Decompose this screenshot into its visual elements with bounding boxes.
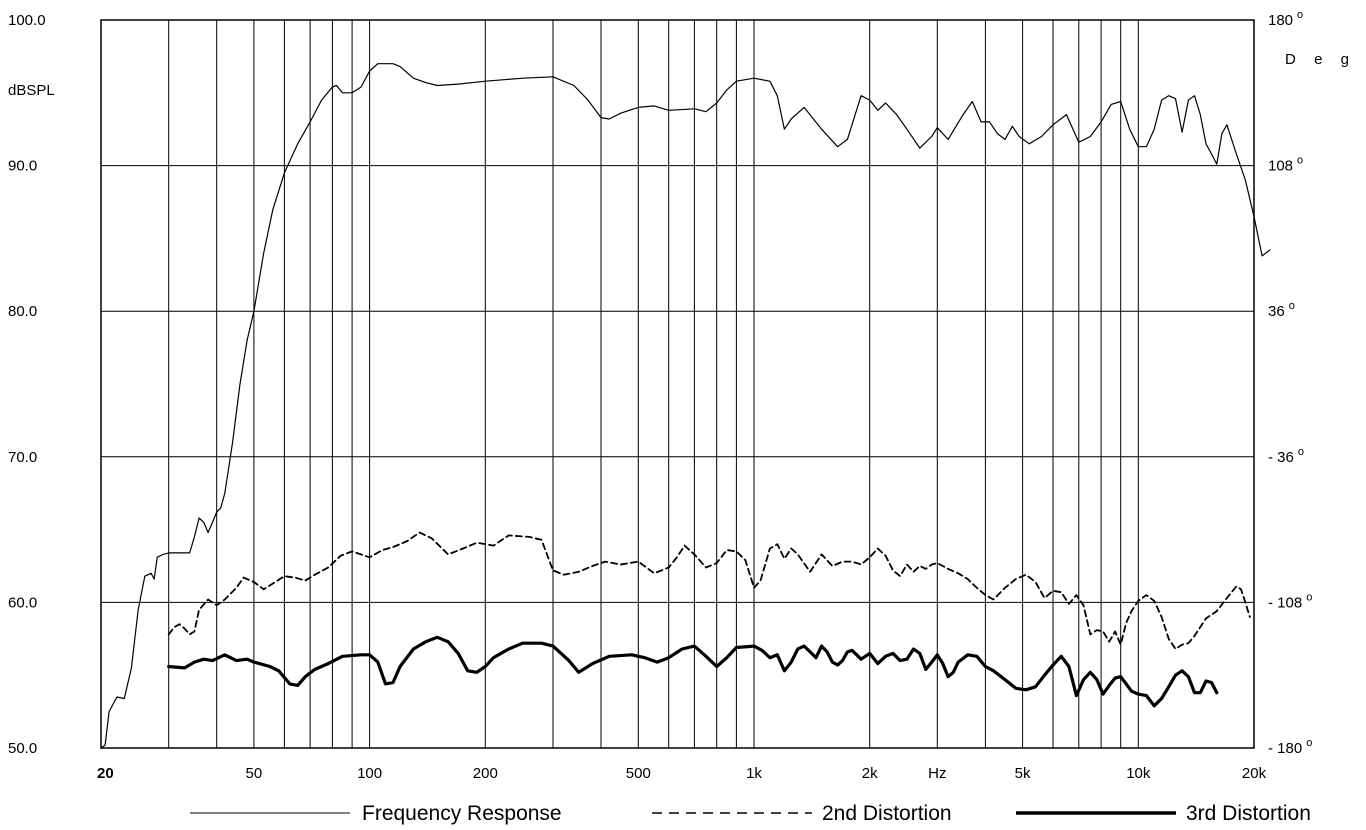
x-tick-label: 5k xyxy=(1015,765,1031,782)
x-tick-label: 10k xyxy=(1126,765,1151,782)
x-tick-label: Hz xyxy=(928,765,946,782)
x-tick-label: 2k xyxy=(862,765,878,782)
y-right-tick-label: 108 o xyxy=(1268,155,1303,175)
series-2nd-distortion-line xyxy=(167,531,1251,650)
series-3rd-distortion-line xyxy=(167,635,1219,708)
x-tick-label: 1k xyxy=(746,765,762,782)
x-tick-label: 20 xyxy=(97,765,114,782)
y-right-tick-label: 180 o xyxy=(1268,9,1303,29)
degree-symbol: o xyxy=(1297,9,1303,21)
y-tick-label: 100.0 xyxy=(8,12,46,29)
y-axis-label-left: dBSPL xyxy=(8,82,55,99)
y-tick-label: 90.0 xyxy=(8,158,37,175)
y-right-tick-label: - 180 o xyxy=(1268,737,1312,757)
x-tick-label: 100 xyxy=(357,765,382,782)
tick-labels: 50.0 60.0 70.0 80.0 90.0 100.0 - 180 o - 108 o - 3… xyxy=(8,9,1312,782)
degree-symbol: o xyxy=(1306,737,1312,749)
series-layer xyxy=(100,63,1271,749)
degree-symbol: o xyxy=(1297,155,1303,167)
series-frequency-response-line xyxy=(100,63,1271,749)
y-axis-label-right: D e g xyxy=(1285,51,1349,68)
y-right-tick-label: - 108 o xyxy=(1268,591,1312,611)
grid-lines xyxy=(101,19,1255,749)
x-tick-label: 50 xyxy=(246,765,263,782)
y-tick-label: 70.0 xyxy=(8,449,37,466)
legend: Frequency Response 2nd Distortion 3rd Di… xyxy=(190,802,1311,825)
x-tick-label: 500 xyxy=(626,765,651,782)
x-tick-label: 20k xyxy=(1242,765,1267,782)
plot-frame xyxy=(100,19,1255,749)
degree-symbol: o xyxy=(1289,300,1295,312)
x-tick-label: 200 xyxy=(473,765,498,782)
y-tick-label: 60.0 xyxy=(8,594,37,611)
degree-symbol: o xyxy=(1306,591,1312,603)
y-right-tick-label: 36 o xyxy=(1268,300,1295,320)
legend-label-frequency-response: Frequency Response xyxy=(362,802,562,825)
legend-label-3rd-distortion: 3rd Distortion xyxy=(1186,802,1311,825)
legend-label-2nd-distortion: 2nd Distortion xyxy=(822,802,952,825)
y-tick-label: 50.0 xyxy=(8,740,37,757)
y-right-tick-label: - 36 o xyxy=(1268,446,1304,466)
y-tick-label: 80.0 xyxy=(8,303,37,320)
degree-symbol: o xyxy=(1298,446,1304,458)
